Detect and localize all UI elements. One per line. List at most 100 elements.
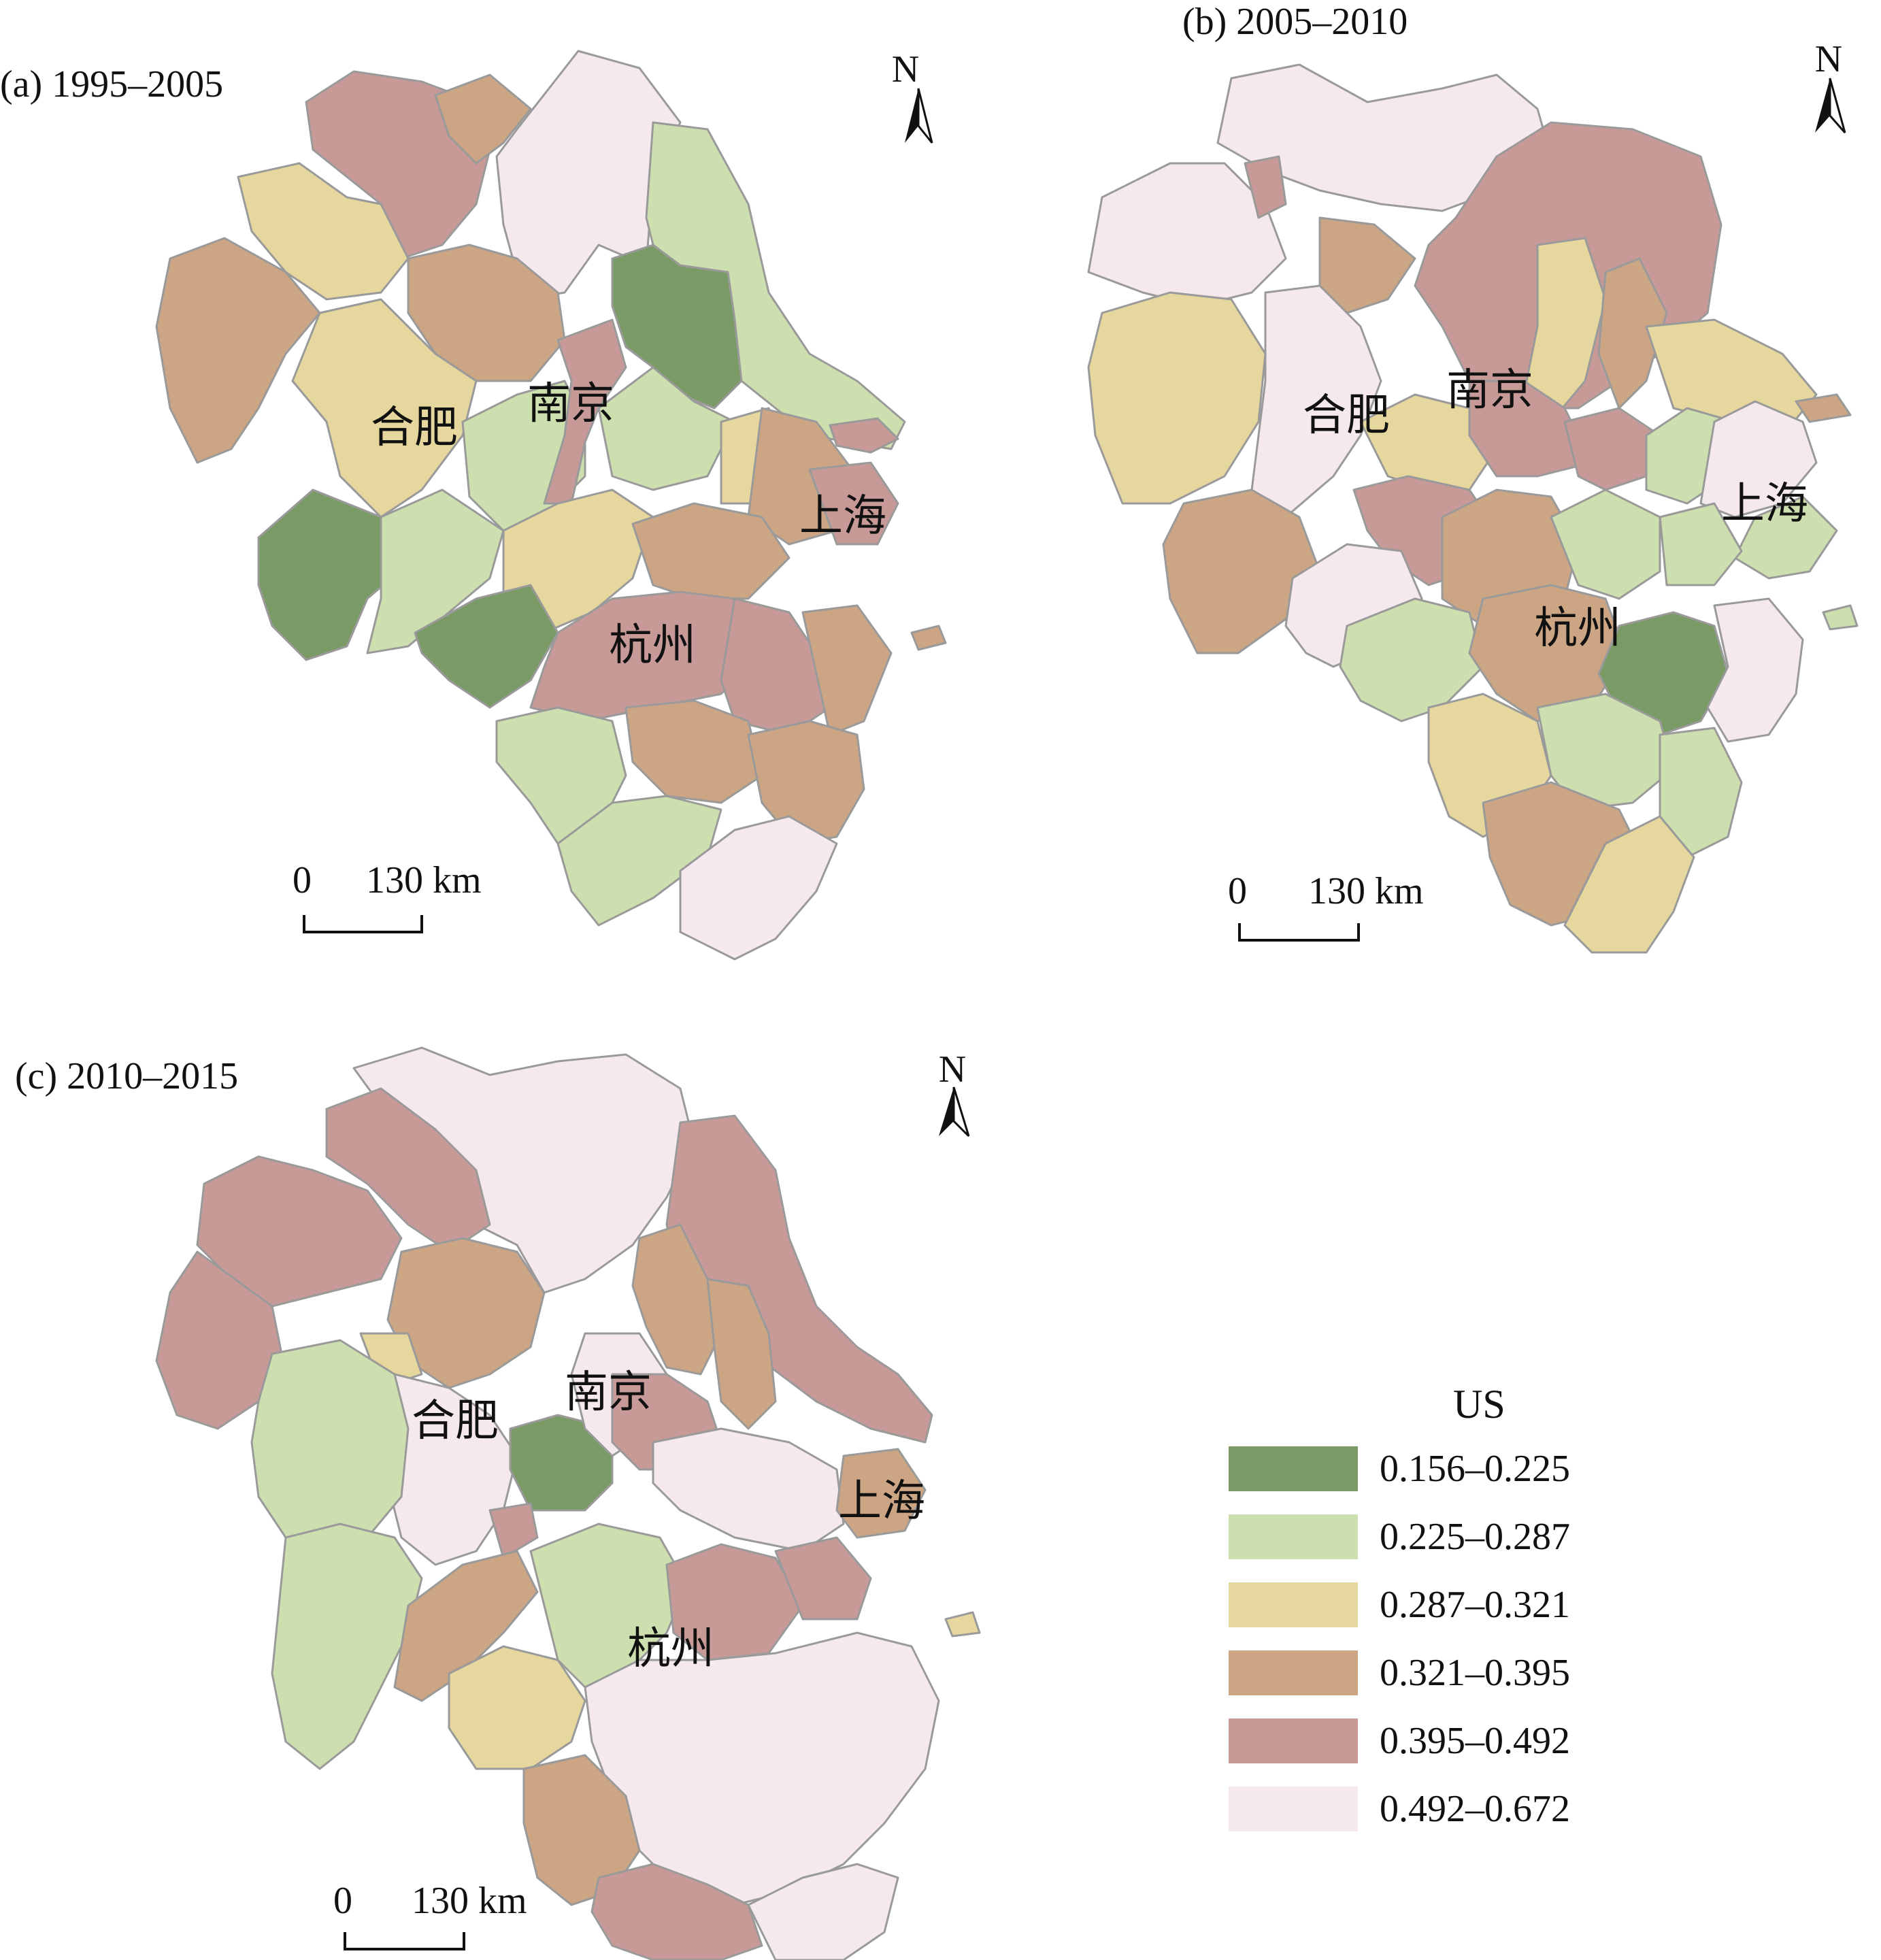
north-arrow-icon: N (939, 1048, 970, 1137)
map-panel-a: (a) 1995–2005 (0, 0, 966, 980)
region (1536, 693, 1675, 811)
region (801, 604, 893, 736)
north-label: N (1815, 38, 1842, 80)
region (774, 1536, 872, 1621)
north-label: N (939, 1048, 966, 1091)
region (434, 73, 532, 165)
region (1244, 155, 1287, 219)
scale-bar (303, 915, 423, 933)
legend-label: 0.287–0.321 (1380, 1584, 1570, 1626)
legend-item: 0.287–0.321 (1225, 1582, 1646, 1630)
region (1597, 257, 1668, 410)
city-label-hangzhou: 杭州 (609, 620, 696, 671)
region (1359, 393, 1498, 491)
legend-swatch (1229, 1787, 1358, 1831)
scale-distance-label: 130 km (412, 1880, 527, 1922)
city-label-hefei: 合肥 (1303, 391, 1390, 441)
region (747, 720, 865, 845)
city-label-shanghai: 上海 (838, 1476, 925, 1527)
scale-bar (1238, 923, 1360, 942)
north-arrow-icon: N (1815, 38, 1846, 133)
region (808, 461, 899, 546)
region (665, 1543, 804, 1661)
panel-title-a: (a) 1995–2005 (0, 63, 224, 105)
region (747, 1863, 899, 1960)
legend-label: 0.156–0.225 (1380, 1448, 1570, 1490)
region (631, 1223, 722, 1376)
scale-zero-label: 0 (1228, 870, 1247, 912)
legend-label: 0.321–0.395 (1380, 1652, 1570, 1694)
region (652, 1427, 845, 1552)
legend-label: 0.492–0.672 (1380, 1788, 1570, 1830)
city-label-shanghai: 上海 (1721, 479, 1808, 529)
region (543, 318, 627, 505)
city-label-nanjing: 南京 (527, 379, 614, 429)
scale-bar (344, 1932, 465, 1950)
city-label-shanghai: 上海 (799, 491, 886, 542)
region (631, 502, 790, 600)
legend-item: 0.225–0.287 (1225, 1514, 1646, 1562)
region (1250, 284, 1382, 518)
legend-item: 0.321–0.395 (1225, 1650, 1646, 1698)
region (393, 1550, 539, 1702)
legend-swatch (1229, 1582, 1358, 1627)
region (944, 1611, 981, 1638)
region (488, 1502, 539, 1559)
region (250, 1339, 410, 1552)
city-label-nanjing: 南京 (565, 1367, 652, 1418)
region (1468, 380, 1593, 478)
map-panel-b: (b) 2005–2010 (1061, 0, 1881, 980)
region (448, 1645, 586, 1770)
legend-item: 0.395–0.492 (1225, 1718, 1646, 1766)
map-a: 合肥 南京 上海 杭州 N (155, 48, 947, 961)
legend-label: 0.225–0.287 (1380, 1516, 1570, 1558)
region (1522, 237, 1607, 423)
legend-swatch (1229, 1718, 1358, 1763)
region (590, 1863, 763, 1960)
region (237, 162, 410, 301)
legend-swatch (1229, 1446, 1358, 1491)
city-label-hangzhou: 杭州 (1534, 603, 1621, 654)
region (155, 1250, 287, 1430)
city-label-nanjing: 南京 (1446, 365, 1533, 416)
map-b: 合肥 南京 上海 杭州 N (1087, 38, 1859, 954)
region (509, 1414, 614, 1512)
city-label-hefei: 合肥 (412, 1396, 499, 1446)
scale-distance-label: 130 km (366, 859, 482, 901)
region (829, 417, 899, 454)
region (835, 1448, 927, 1539)
region (1822, 604, 1859, 631)
region (910, 625, 947, 651)
region (529, 591, 763, 722)
region (1659, 502, 1743, 586)
legend-item: 0.492–0.672 (1225, 1787, 1646, 1834)
panel-title-b: (b) 2005–2010 (1182, 1, 1408, 43)
legend-label: 0.395–0.492 (1380, 1720, 1570, 1762)
region (611, 244, 743, 410)
region (679, 815, 838, 961)
legend: US 0.156–0.225 0.225–0.287 0.287–0.321 0… (1225, 1381, 1646, 1844)
scale-zero-label: 0 (333, 1880, 352, 1922)
region (1706, 597, 1804, 743)
region (1597, 611, 1729, 736)
city-label-hangzhou: 杭州 (627, 1624, 714, 1674)
scale-zero-label: 0 (293, 859, 312, 901)
region (155, 237, 321, 464)
north-arrow-icon: N (892, 48, 933, 144)
region (407, 244, 566, 382)
region (271, 1523, 423, 1770)
region (325, 1087, 491, 1253)
region (414, 584, 559, 709)
map-c: 合肥 南京 上海 杭州 N (155, 1046, 981, 1960)
region (706, 1278, 777, 1430)
map-panel-c: (c) 2010–2015 (0, 1020, 1020, 1960)
region (529, 1523, 688, 1689)
north-label: N (892, 48, 919, 90)
region (291, 298, 478, 518)
city-label-hefei: 合肥 (371, 403, 458, 453)
legend-title: US (1453, 1382, 1505, 1427)
region (1795, 393, 1852, 423)
panel-title-c: (c) 2010–2015 (15, 1055, 239, 1097)
region (1550, 488, 1661, 600)
region (1087, 162, 1287, 308)
